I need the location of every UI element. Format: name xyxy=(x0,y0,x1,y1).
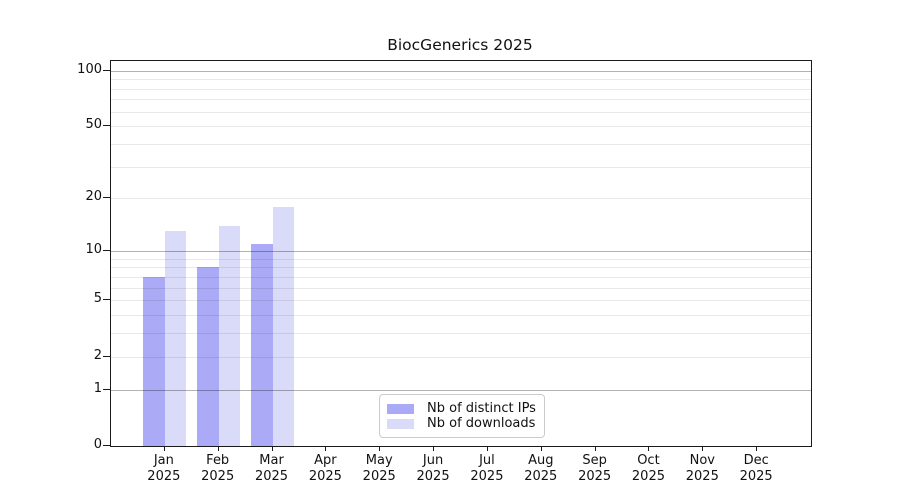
legend-swatch-downloads xyxy=(387,418,414,429)
x-tick-label: Mar 2025 xyxy=(254,453,289,484)
x-tick-label: Jan 2025 xyxy=(147,453,181,484)
gridline-minor xyxy=(111,198,811,200)
y-tick-label: 0 xyxy=(93,437,102,452)
y-tick-label: 20 xyxy=(85,189,102,205)
gridline-minor xyxy=(111,144,811,145)
legend-item-distinct-ips: Nb of distinct IPs xyxy=(387,401,537,416)
x-tick-label: May 2025 xyxy=(362,453,396,484)
y-tick-mark xyxy=(103,388,110,390)
x-tick-label: Apr 2025 xyxy=(308,453,342,484)
y-tick-label: 100 xyxy=(77,61,102,77)
gridline-minor xyxy=(111,166,811,168)
gridline-minor xyxy=(111,258,811,260)
bar-downloads-jan xyxy=(164,231,187,446)
legend-label-distinct-ips: Nb of distinct IPs xyxy=(427,401,536,416)
gridline-minor xyxy=(111,333,811,335)
y-tick-mark xyxy=(103,355,110,357)
gridline-minor xyxy=(111,315,811,317)
legend-label-downloads: Nb of downloads xyxy=(427,416,536,431)
bar-distinct-ips-feb xyxy=(197,267,219,446)
bar-distinct-ips-jan xyxy=(143,276,165,446)
bar-distinct-ips-mar xyxy=(251,243,273,446)
legend: Nb of distinct IPs Nb of downloads xyxy=(379,394,545,438)
gridline-minor xyxy=(111,88,811,90)
x-tick-label: Sep 2025 xyxy=(578,453,612,484)
gridline-minor xyxy=(111,126,811,128)
y-tick-mark xyxy=(103,197,110,199)
x-tick-label: Dec 2025 xyxy=(739,453,773,484)
x-tick-label: Aug 2025 xyxy=(524,453,558,484)
legend-item-downloads: Nb of downloads xyxy=(387,416,537,431)
y-tick-mark xyxy=(103,250,110,251)
y-tick-label: 50 xyxy=(85,117,102,133)
y-tick-mark xyxy=(103,125,110,127)
y-tick-label: 10 xyxy=(85,242,102,257)
x-tick-label: Jul 2025 xyxy=(470,453,504,484)
gridline-minor xyxy=(111,276,811,278)
bar-downloads-mar xyxy=(272,206,295,446)
gridline-minor xyxy=(111,300,811,302)
x-tick-label: Jun 2025 xyxy=(416,453,450,484)
y-tick-mark xyxy=(103,69,110,71)
y-tick-label: 2 xyxy=(93,347,102,363)
legend-swatch-distinct-ips xyxy=(387,403,414,414)
gridline-minor xyxy=(111,99,811,101)
y-tick-mark xyxy=(103,445,110,446)
gridline-major xyxy=(111,389,811,391)
plot-area: Nb of distinct IPs Nb of downloads xyxy=(110,60,812,447)
gridline-major xyxy=(111,70,811,72)
gridline-major xyxy=(111,251,811,252)
x-tick-label: Oct 2025 xyxy=(631,453,665,484)
y-tick-mark xyxy=(103,299,110,301)
y-tick-label: 5 xyxy=(93,291,102,307)
chart-title: BiocGenerics 2025 xyxy=(387,36,533,54)
gridline-minor xyxy=(111,287,811,289)
x-tick-label: Feb 2025 xyxy=(201,453,235,484)
gridline-minor xyxy=(111,111,811,113)
x-tick-label: Nov 2025 xyxy=(685,453,719,484)
gridline-minor xyxy=(111,356,811,358)
gridline-minor xyxy=(111,267,811,269)
y-tick-label: 1 xyxy=(93,380,102,396)
bar-downloads-feb xyxy=(218,225,241,446)
gridline-minor xyxy=(111,79,811,81)
